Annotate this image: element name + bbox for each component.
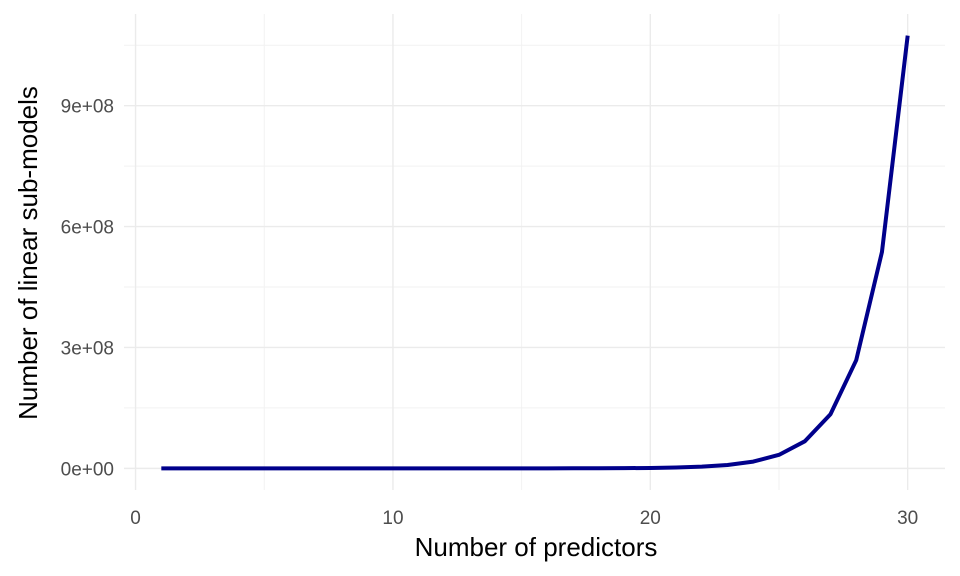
y-tick-label: 0e+00 bbox=[61, 459, 114, 480]
x-tick-labels: 0 10 20 30 bbox=[130, 508, 918, 529]
x-tick-label: 10 bbox=[382, 508, 403, 529]
y-tick-label: 6e+08 bbox=[61, 218, 114, 239]
major-gridlines bbox=[124, 14, 945, 490]
x-tick-label: 20 bbox=[640, 508, 661, 529]
x-axis-title: Number of predictors bbox=[415, 532, 658, 562]
y-tick-label: 9e+08 bbox=[61, 97, 114, 118]
y-tick-label: 3e+08 bbox=[61, 338, 114, 359]
minor-gridlines bbox=[124, 14, 945, 490]
x-tick-label: 0 bbox=[130, 508, 141, 529]
x-tick-label: 30 bbox=[897, 508, 918, 529]
y-axis-title: Number of linear sub-models bbox=[13, 86, 43, 420]
y-tick-labels: 0e+00 3e+08 6e+08 9e+08 bbox=[61, 97, 114, 481]
series-layer bbox=[161, 35, 910, 471]
series-line bbox=[161, 35, 910, 471]
